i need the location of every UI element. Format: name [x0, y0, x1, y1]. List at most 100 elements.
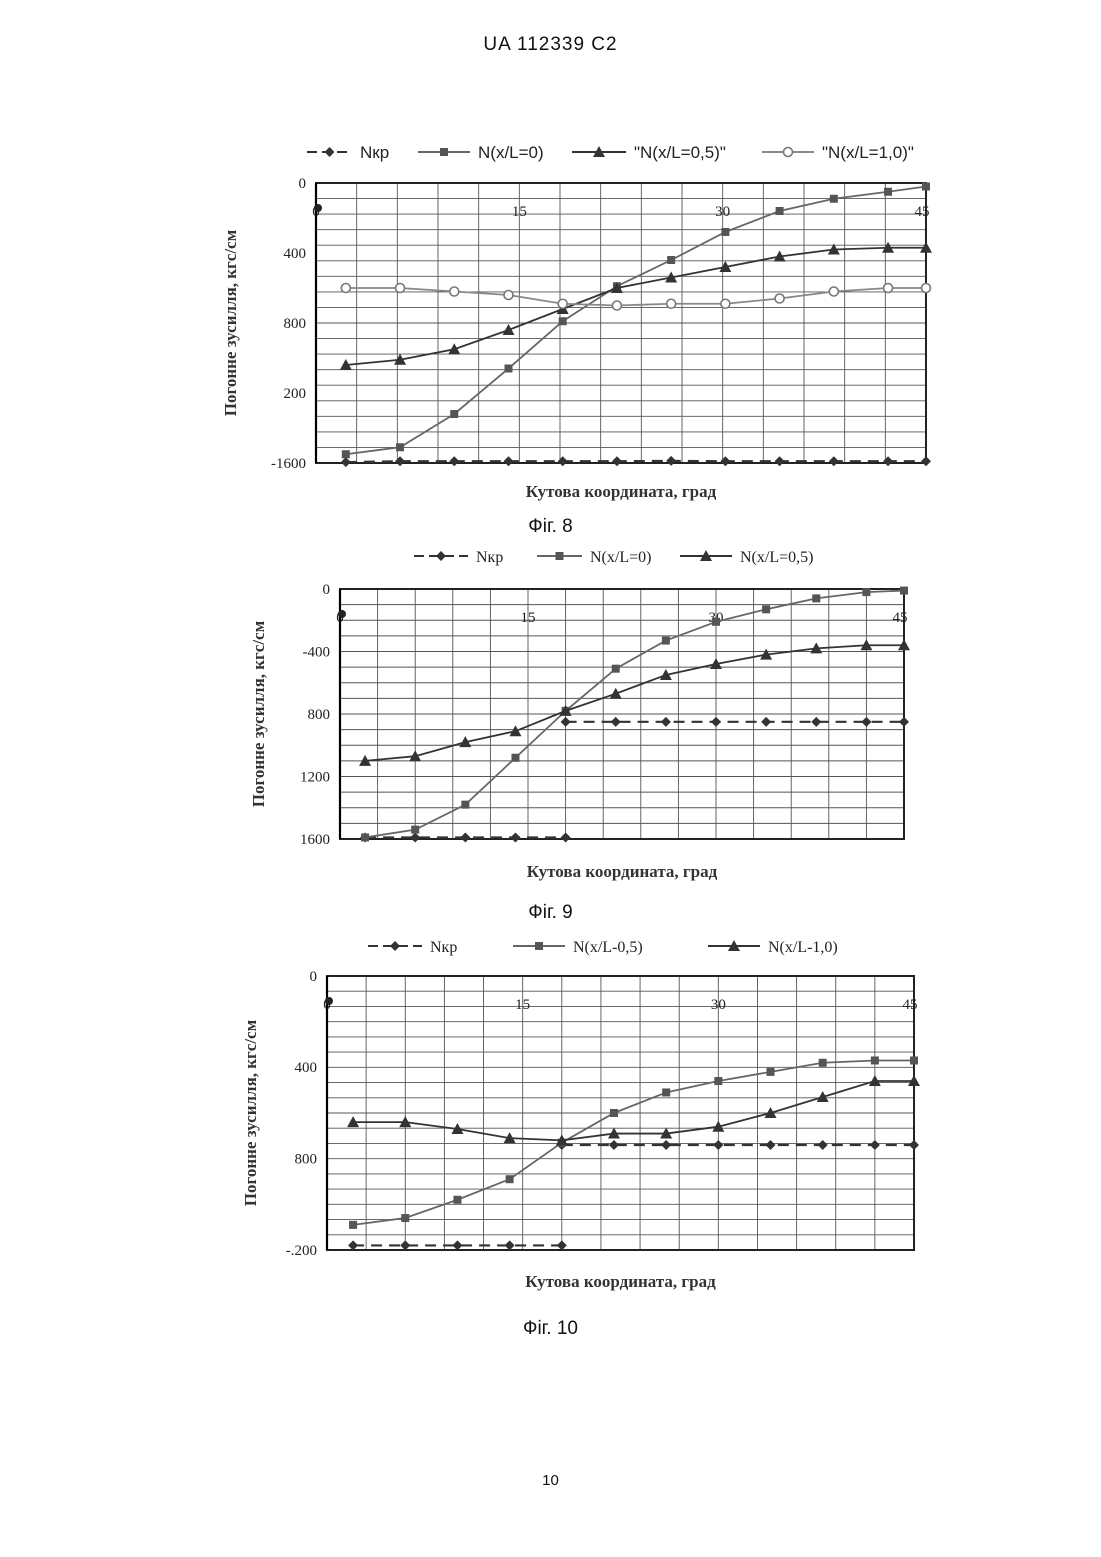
x-tick-label: 15 [512, 204, 527, 220]
data-point [662, 637, 670, 645]
data-point [762, 605, 770, 613]
data-point [661, 1140, 671, 1150]
data-point [767, 1068, 775, 1076]
legend-label: N(x/L-1,0) [768, 939, 838, 956]
data-point [361, 833, 369, 841]
data-point [612, 456, 622, 466]
data-point [452, 1240, 462, 1250]
data-point [766, 1140, 776, 1150]
data-point [510, 832, 520, 842]
series-line [353, 1081, 914, 1140]
data-point [342, 450, 350, 458]
y-tick-label: 200 [284, 386, 307, 402]
chart-legend: NкрN(x/L=0)"N(x/L=0,5)""N(x/L=1,0)" [307, 143, 914, 162]
data-point [411, 826, 419, 834]
data-point [505, 1240, 515, 1250]
series-triangle-3 [347, 1075, 920, 1145]
y-tick-label: -.200 [286, 1243, 317, 1259]
data-point [509, 725, 521, 736]
y-tick-label: 800 [284, 316, 307, 332]
x-tick-label: 45 [903, 997, 918, 1013]
data-point [341, 457, 351, 467]
data-point [666, 456, 676, 466]
data-point [559, 317, 567, 325]
legend-label: Nкр [430, 939, 457, 956]
data-point [611, 717, 621, 727]
series-line [353, 1060, 914, 1224]
x-tick-label: 45 [915, 204, 930, 220]
data-point [610, 688, 622, 699]
data-point [453, 1196, 461, 1204]
data-point [818, 1140, 828, 1150]
data-point [400, 1240, 410, 1250]
data-point [921, 456, 931, 466]
data-point [504, 291, 513, 300]
legend-label: N(x/L=0) [478, 143, 544, 162]
legend-label: "N(x/L=1,0)" [822, 143, 914, 162]
data-point [661, 717, 671, 727]
data-point [922, 183, 930, 191]
data-point [830, 195, 838, 203]
data-point [396, 443, 404, 451]
series-square-1 [342, 183, 930, 459]
data-point [410, 832, 420, 842]
legend-label: Nкр [476, 549, 503, 566]
series-circle-3 [341, 284, 930, 311]
data-point [348, 1240, 358, 1250]
data-point [450, 410, 458, 418]
series-line [365, 645, 904, 761]
data-point [502, 324, 514, 335]
data-point [558, 299, 567, 308]
data-point [819, 1059, 827, 1067]
x-axis-label: Кутова координата, град [527, 862, 718, 881]
legend-label: N(x/L-0,5) [573, 939, 643, 956]
data-point [776, 207, 784, 215]
series-diamond-1 [557, 1140, 919, 1150]
data-point [561, 717, 571, 727]
y-tick-label: 0 [310, 969, 318, 985]
data-point [396, 284, 405, 293]
chart-legend: Nкр N(x/L-0,5) N(x/L-1,0) [368, 939, 838, 956]
data-point [610, 1109, 618, 1117]
data-point [460, 832, 470, 842]
origin-marker [325, 997, 333, 1005]
y-tick-label: -400 [303, 645, 331, 661]
data-point [558, 456, 568, 466]
data-point [506, 1175, 514, 1183]
y-tick-label: 400 [295, 1060, 318, 1076]
legend-marker [556, 552, 564, 560]
data-point [829, 287, 838, 296]
data-point [667, 256, 675, 264]
data-point [461, 801, 469, 809]
data-point [503, 456, 513, 466]
legend-label: N(x/L=0) [590, 549, 651, 566]
data-point [910, 1056, 918, 1064]
data-point [861, 717, 871, 727]
data-point [450, 287, 459, 296]
series-line [346, 248, 926, 365]
x-tick-label: 15 [521, 610, 536, 626]
legend-marker [325, 147, 335, 157]
series-line [346, 187, 926, 455]
y-tick-label: 1200 [300, 770, 330, 786]
data-point [812, 594, 820, 602]
y-tick-label: 0 [323, 582, 331, 598]
y-axis-label: Погонне зусилля, кгс/см [241, 1019, 260, 1206]
y-tick-label: 1600 [300, 832, 330, 848]
series-diamond-1 [561, 717, 909, 727]
x-tick-label: 15 [515, 997, 530, 1013]
data-point [922, 284, 931, 293]
data-point [899, 717, 909, 727]
legend-marker [436, 551, 446, 561]
data-point [612, 665, 620, 673]
data-point [862, 588, 870, 596]
data-point [712, 618, 720, 626]
data-point [448, 343, 460, 354]
chart-figure-9: 01530450-40080012001600Погонне зусилля, … [249, 549, 910, 881]
data-point [557, 1240, 567, 1250]
figure-caption-8: Фіг. 8 [0, 516, 1101, 538]
data-point [713, 1140, 723, 1150]
x-tick-label: 45 [893, 610, 908, 626]
data-point [884, 284, 893, 293]
x-axis-label: Кутова координата, град [525, 1272, 716, 1291]
